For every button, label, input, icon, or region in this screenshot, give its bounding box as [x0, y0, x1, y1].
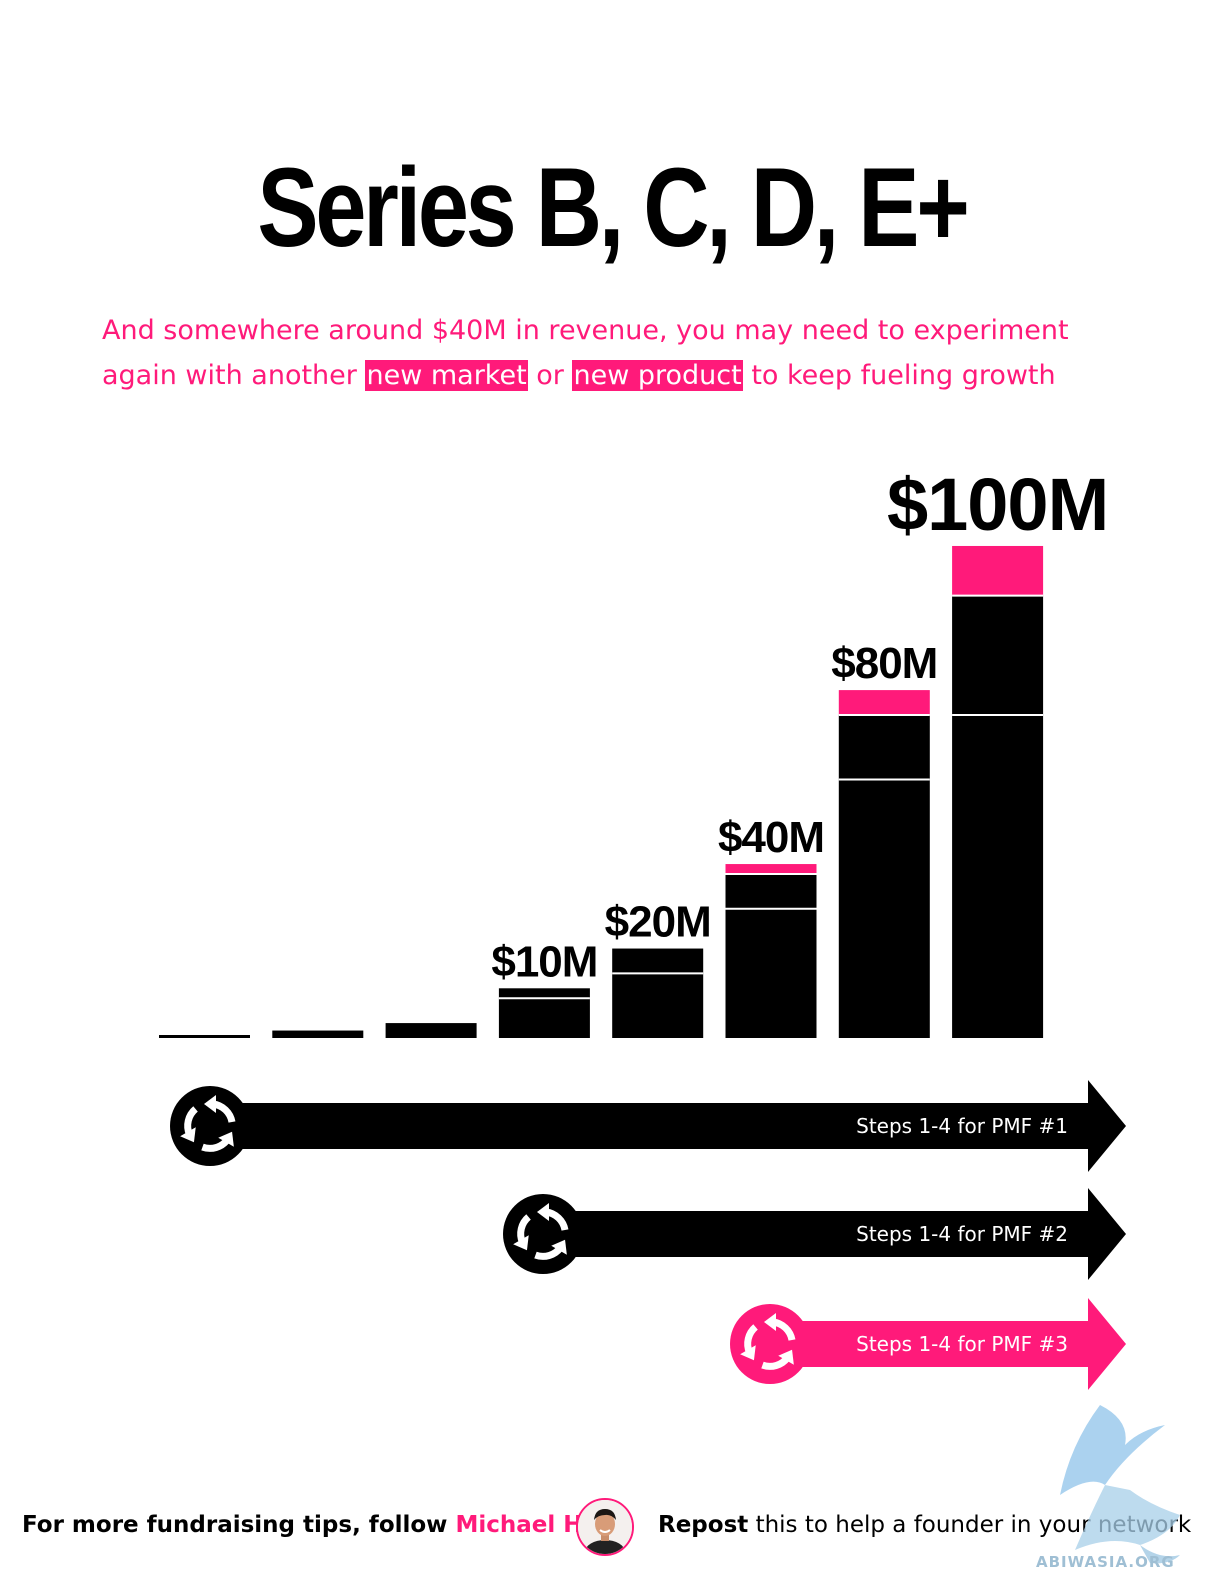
- cycle-icon-head: [764, 1313, 776, 1331]
- cycle-icon: [170, 1086, 250, 1166]
- bar-segment-0-0: [159, 1035, 250, 1038]
- bar-segment-6-1: [838, 714, 930, 780]
- pmf-arrow-2: Steps 1-4 for PMF #2: [503, 1188, 1126, 1280]
- subtitle-part-2: or: [527, 360, 573, 391]
- arrow-label-1: Steps 1-4 for PMF #1: [856, 1114, 1068, 1138]
- bar-segment-5-2: [725, 864, 817, 874]
- cycle-icon-head: [513, 1235, 529, 1251]
- bar-segment-7-0: [952, 714, 1044, 1038]
- bar-value-label-5: $40M: [718, 813, 824, 862]
- cycle-icon-head: [204, 1095, 216, 1113]
- subtitle-part-3: to keep fueling growth: [742, 360, 1056, 391]
- bar-segment-5-1: [725, 873, 817, 909]
- footer-follow-label: For more fundraising tips, follow: [22, 1512, 456, 1538]
- cycle-icon: [730, 1304, 810, 1384]
- pmf-arrow-1: Steps 1-4 for PMF #1: [170, 1080, 1126, 1172]
- cycle-icon: [503, 1194, 583, 1274]
- pmf-arrow-3: Steps 1-4 for PMF #3: [730, 1298, 1126, 1390]
- bar-value-label-4: $20M: [605, 898, 711, 947]
- avatar-portrait: [578, 1500, 632, 1554]
- cycle-icon-head: [778, 1349, 794, 1365]
- arrow-body-2: [543, 1188, 1126, 1280]
- bar-segment-7-2: [952, 545, 1044, 596]
- repost-link[interactable]: Repost: [658, 1512, 749, 1538]
- highlight-new-product: new product: [572, 360, 743, 391]
- highlight-new-market: new market: [365, 360, 528, 391]
- bar-segment-6-0: [838, 779, 930, 1038]
- bar-value-label-3: $10M: [491, 937, 597, 986]
- bar-segment-1-0: [272, 1030, 364, 1038]
- watermark-text: ABIWASIA.ORG: [1036, 1553, 1175, 1571]
- bar-segment-4-1: [612, 948, 704, 974]
- footer-follow-text: For more fundraising tips, follow Michae…: [22, 1512, 598, 1538]
- subtitle-part-1: And somewhere around $40M in revenue, yo…: [102, 315, 1069, 391]
- arrow-body-3: [770, 1298, 1126, 1390]
- bar-value-label-7: $100M: [887, 463, 1108, 546]
- cycle-icon-head: [740, 1345, 756, 1361]
- griffin-logo: [1060, 1405, 1180, 1564]
- arrow-label-2: Steps 1-4 for PMF #2: [856, 1222, 1068, 1246]
- bar-segment-2-0: [385, 1023, 477, 1038]
- bar-value-label-6: $80M: [831, 639, 937, 688]
- bar-segment-3-1: [498, 988, 590, 999]
- arrow-label-3: Steps 1-4 for PMF #3: [856, 1332, 1068, 1356]
- bar-segment-4-0: [612, 973, 704, 1038]
- cycle-icon-head: [180, 1127, 196, 1143]
- bar-segment-6-2: [838, 690, 930, 715]
- cycle-icon-head: [218, 1131, 234, 1147]
- page-title: Series B, C, D, E+: [257, 145, 969, 270]
- avatar-icon[interactable]: [576, 1498, 634, 1556]
- cycle-icon-head: [537, 1203, 549, 1221]
- author-name-link[interactable]: Michael Ho: [455, 1512, 599, 1538]
- arrow-body-1: [210, 1080, 1126, 1172]
- bar-segment-3-0: [498, 998, 590, 1038]
- cycle-icon-head: [551, 1239, 567, 1255]
- bar-segment-7-1: [952, 595, 1044, 715]
- page-subtitle: And somewhere around $40M in revenue, yo…: [102, 308, 1132, 398]
- bar-segment-5-0: [725, 908, 817, 1038]
